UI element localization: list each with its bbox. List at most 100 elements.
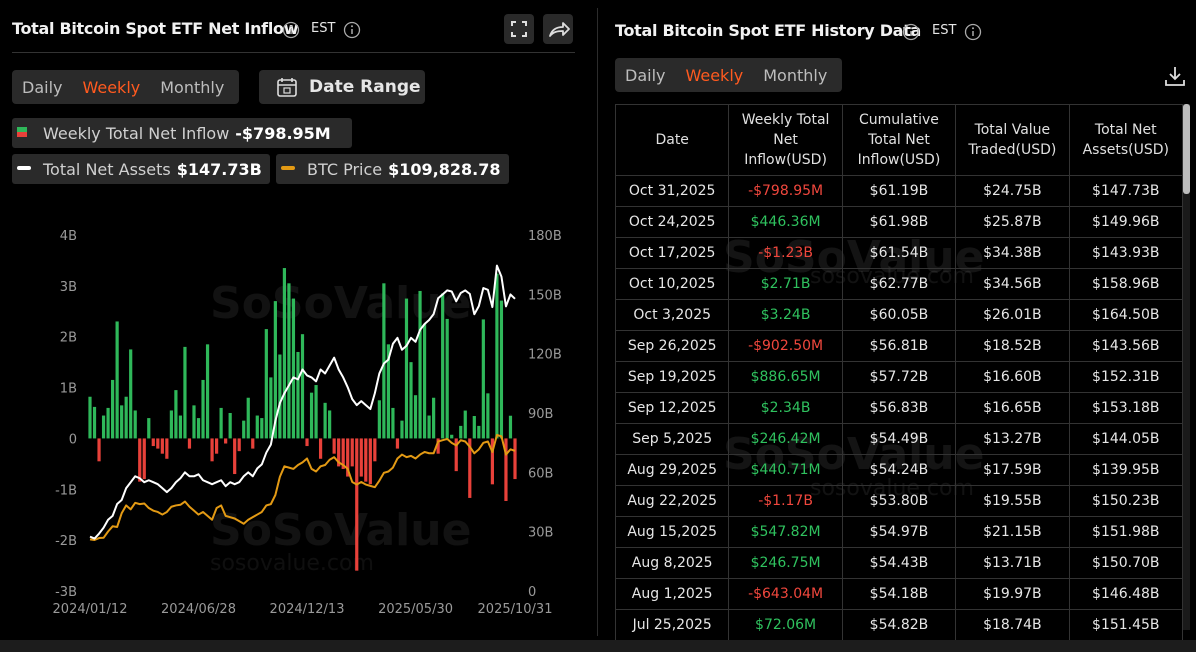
- bar: [418, 290, 422, 439]
- table-row: Aug 8,2025 $246.75M $54.43B $13.71B $150.70B: [614, 547, 1184, 579]
- bar: [413, 395, 418, 439]
- table-cell: $440.71M: [728, 454, 843, 486]
- table-row: Aug 15,2025 $547.82M $54.97B $21.15B $151.98…: [614, 516, 1184, 548]
- bar: [106, 407, 110, 439]
- period-tabs: Daily Weekly Monthly: [615, 58, 842, 92]
- x-tick-label: 2024/06/28: [161, 602, 236, 617]
- legend-value: $109,828.78: [388, 159, 501, 179]
- legend-swatch: [17, 127, 27, 137]
- bar: [445, 318, 449, 439]
- scrollbar-thumb[interactable]: [1183, 104, 1190, 194]
- info-icon[interactable]: [282, 21, 300, 39]
- period-tab[interactable]: Monthly: [763, 65, 828, 85]
- bar: [192, 405, 196, 439]
- bar: [486, 393, 490, 439]
- download-button[interactable]: [1163, 64, 1187, 88]
- bar: [246, 397, 250, 439]
- info-icon[interactable]: [964, 23, 982, 41]
- bar: [422, 324, 427, 439]
- table-cell: Sep 12,2025: [614, 392, 730, 424]
- period-tabs: Daily Weekly Monthly: [12, 70, 239, 104]
- legend-item[interactable]: Total Net Assets $147.73B: [12, 154, 270, 184]
- bar: [187, 438, 192, 449]
- table-cell: $164.50B: [1068, 299, 1184, 331]
- bar: [373, 438, 377, 462]
- table-cell: $53.80B: [841, 485, 957, 517]
- bar: [269, 377, 273, 439]
- table-cell: Oct 24,2025: [614, 206, 730, 238]
- table-cell: $54.82B: [841, 609, 957, 641]
- table-row: Sep 19,2025 $886.65M $57.72B $16.60B $152.31…: [614, 361, 1184, 393]
- x-tick-label: 2024/01/12: [53, 602, 128, 617]
- period-tab[interactable]: Daily: [22, 77, 63, 97]
- date-range-button[interactable]: Date Range: [259, 70, 425, 104]
- bar: [436, 438, 440, 454]
- y-tick-label: -3B: [55, 585, 77, 600]
- bar: [228, 413, 232, 439]
- bar: [472, 416, 476, 439]
- bar: [368, 438, 372, 485]
- table-row: Sep 26,2025 -$902.50M $56.81B $18.52B $143.5…: [614, 330, 1184, 362]
- y-tick-label: 1B: [60, 382, 77, 397]
- bar: [273, 301, 277, 439]
- table-cell: $2.34B: [728, 392, 843, 424]
- bar: [242, 420, 246, 439]
- scrollbar[interactable]: [1183, 104, 1190, 630]
- table-cell: $147.73B: [1068, 175, 1184, 207]
- share-button[interactable]: [543, 14, 573, 44]
- table-row: Aug 22,2025 -$1.17B $53.80B $19.55B $150.23B: [614, 485, 1184, 517]
- bar: [201, 379, 205, 439]
- table-cell: $153.18B: [1068, 392, 1184, 424]
- bar: [314, 385, 318, 439]
- table-cell: $54.97B: [841, 516, 957, 548]
- period-tab[interactable]: Monthly: [160, 77, 225, 97]
- bar: [142, 438, 146, 480]
- table-cell: $150.23B: [1068, 485, 1184, 517]
- table-row: Aug 1,2025 -$643.04M $54.18B $19.97B $146.48…: [614, 578, 1184, 610]
- timezone: EST: [932, 23, 957, 38]
- table-cell: Aug 22,2025: [614, 485, 730, 517]
- table-cell: $57.72B: [841, 361, 957, 393]
- bar: [237, 438, 241, 452]
- table-cell: $150.70B: [1068, 547, 1184, 579]
- bar: [147, 418, 151, 439]
- date-range-label: Date Range: [309, 77, 421, 97]
- y-tick-label: -1B: [55, 483, 77, 498]
- table-cell: $149.96B: [1068, 206, 1184, 238]
- table-cell: Sep 19,2025: [614, 361, 730, 393]
- table-cell: Sep 5,2025: [614, 423, 730, 455]
- table-cell: Oct 31,2025: [614, 175, 730, 207]
- history-table: Date Weekly Total Net Inflow(USD) Cumulati…: [614, 104, 1184, 641]
- info-icon[interactable]: [902, 23, 920, 41]
- table-cell: Aug 1,2025: [614, 578, 730, 610]
- table-cell: Aug 15,2025: [614, 516, 730, 548]
- y-tick-label: 0: [528, 585, 536, 600]
- x-tick-label: 2024/12/13: [270, 602, 345, 617]
- table-cell: $19.97B: [955, 578, 1070, 610]
- bar: [88, 396, 92, 439]
- table-cell: $886.65M: [728, 361, 843, 393]
- period-tab[interactable]: Daily: [625, 65, 666, 85]
- bar: [97, 438, 101, 462]
- period-tab[interactable]: Weekly: [685, 65, 744, 85]
- bar: [346, 438, 350, 477]
- table-row: Jul 25,2025 $72.06M $54.82B $18.74B $151.45B: [614, 609, 1184, 641]
- table-cell: $60.05B: [841, 299, 957, 331]
- period-tab[interactable]: Weekly: [82, 77, 141, 97]
- y-tick-label: 60B: [528, 466, 553, 481]
- panel-divider: [597, 8, 598, 636]
- info-icon[interactable]: [343, 21, 361, 39]
- bar: [169, 410, 173, 439]
- table-row: Sep 5,2025 $246.42M $54.49B $13.27B $144.05B: [614, 423, 1184, 455]
- table-cell: $246.42M: [728, 423, 843, 455]
- legend-item[interactable]: BTC Price $109,828.78: [276, 154, 509, 184]
- table-cell: $152.31B: [1068, 361, 1184, 393]
- fullscreen-button[interactable]: [504, 14, 534, 44]
- table-cell: $34.56B: [955, 268, 1070, 300]
- table-cell: $16.65B: [955, 392, 1070, 424]
- bar: [386, 344, 391, 439]
- legend-item[interactable]: Weekly Total Net Inflow -$798.95M: [12, 118, 352, 148]
- bar: [400, 420, 404, 439]
- bar: [178, 415, 183, 439]
- bar: [115, 321, 119, 439]
